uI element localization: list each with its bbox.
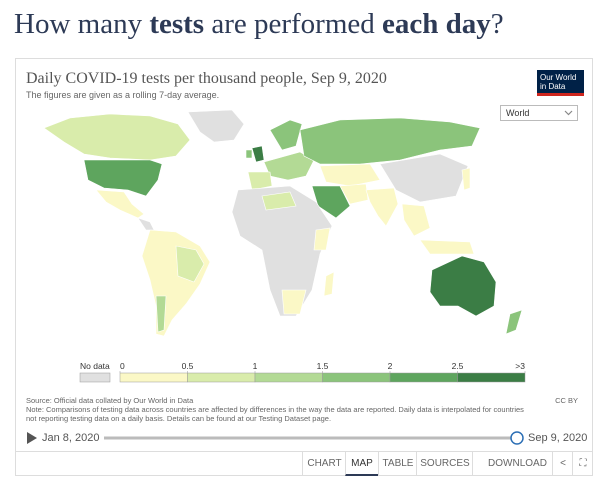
chart-subtitle: The figures are given as a rolling 7-day… — [26, 90, 220, 100]
legend-swatch — [119, 372, 188, 383]
country[interactable] — [187, 109, 245, 143]
share-button[interactable]: < — [552, 452, 573, 476]
legend-swatch — [322, 372, 391, 383]
headline-text: ? — [490, 8, 504, 40]
legend-swatch — [389, 372, 458, 383]
country[interactable] — [379, 153, 469, 203]
logo-line: Our World — [540, 73, 577, 82]
country[interactable] — [461, 167, 471, 191]
play-button[interactable] — [27, 432, 37, 444]
source: Source: Official data collated by Our Wo… — [26, 396, 194, 405]
tab[interactable]: TABLE — [378, 452, 417, 476]
country[interactable] — [137, 217, 155, 231]
headline-text: How many — [14, 8, 150, 40]
legend-swatch — [187, 372, 256, 383]
country[interactable] — [365, 187, 399, 227]
legend-swatch — [79, 372, 111, 383]
tab[interactable]: MAP — [345, 452, 378, 476]
legend-label: 1 — [253, 361, 258, 371]
map: No data 0 0.5 1 1.5 2 2.5 >3 — [43, 109, 526, 383]
tab-bar: CHART MAP TABLE SOURCES DOWNLOAD < ⛶ — [16, 451, 592, 476]
country[interactable] — [43, 113, 191, 161]
country[interactable] — [95, 189, 145, 219]
headline-bold: each day — [382, 8, 491, 40]
country[interactable] — [247, 171, 273, 191]
country[interactable] — [299, 117, 481, 165]
country[interactable] — [311, 185, 351, 219]
legend-swatch — [254, 372, 323, 383]
timeline-start: Jan 8, 2020 — [42, 432, 100, 444]
chart-title: Daily COVID-19 tests per thousand people… — [26, 70, 387, 87]
legend-label: 2 — [388, 361, 393, 371]
tab[interactable]: DOWNLOAD — [472, 452, 552, 476]
legend-label: 0 — [120, 361, 125, 371]
country[interactable] — [319, 163, 381, 187]
country[interactable] — [269, 119, 303, 151]
legend: No data 0 0.5 1 1.5 2 2.5 >3 — [79, 361, 526, 383]
logo-line: in Data — [540, 82, 566, 91]
legend-swatch — [457, 372, 526, 383]
tab-label: DOWNLOAD — [488, 458, 547, 469]
legend-label: 1.5 — [317, 361, 329, 371]
country[interactable] — [323, 271, 335, 297]
headline-bold: tests — [149, 8, 205, 40]
headline: How many tests are performed each day? — [14, 8, 504, 41]
country[interactable] — [83, 159, 163, 197]
timeline-end: Sep 9, 2020 — [528, 432, 588, 444]
region-label: World — [506, 108, 530, 118]
chart-card — [15, 58, 593, 476]
country[interactable] — [245, 149, 253, 159]
license[interactable]: CC BY — [555, 396, 578, 405]
country[interactable] — [313, 227, 331, 251]
country[interactable] — [401, 203, 431, 237]
legend-label: No data — [80, 361, 110, 371]
note: Note: Comparisons of testing data across… — [26, 405, 524, 414]
tab[interactable]: CHART — [302, 452, 346, 476]
country[interactable] — [429, 255, 497, 317]
timeline — [27, 431, 524, 445]
region-select[interactable]: World — [500, 105, 578, 121]
country[interactable] — [155, 295, 167, 333]
chevron — [564, 110, 573, 116]
country[interactable] — [261, 191, 297, 211]
tab[interactable]: SOURCES — [416, 452, 473, 476]
legend-label: 0.5 — [182, 361, 194, 371]
slider-handle[interactable] — [510, 431, 524, 445]
country[interactable] — [281, 289, 307, 315]
country[interactable] — [251, 145, 265, 163]
note: not reporting testing data on a daily ba… — [26, 414, 332, 423]
legend-label: >3 — [515, 361, 525, 371]
country[interactable] — [505, 309, 523, 335]
logo[interactable]: Our World in Data — [537, 70, 584, 96]
headline-text: are performed — [204, 8, 383, 40]
country[interactable] — [175, 245, 205, 283]
country[interactable] — [419, 239, 475, 255]
country[interactable] — [231, 185, 333, 317]
legend-label: 2.5 — [452, 361, 464, 371]
fullscreen-button[interactable]: ⛶ — [572, 452, 593, 476]
country[interactable] — [339, 183, 369, 205]
